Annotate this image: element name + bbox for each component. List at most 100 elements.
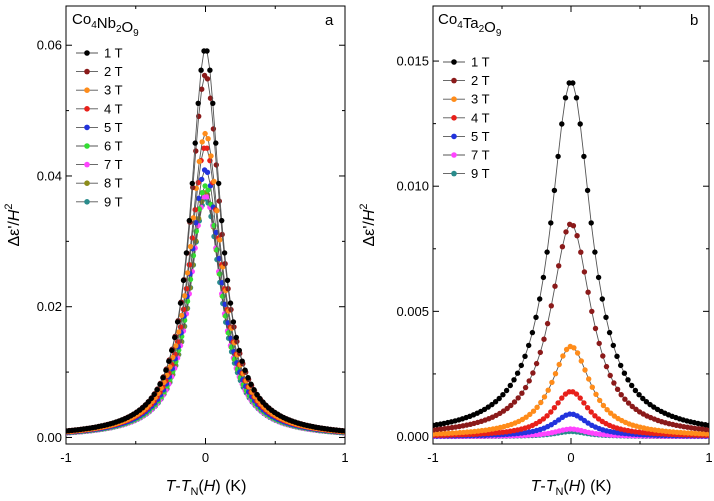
series-line <box>66 192 345 434</box>
data-point <box>603 314 609 320</box>
data-point <box>511 399 518 405</box>
y-tick-label: 0.02 <box>37 299 62 314</box>
data-point <box>570 223 577 229</box>
data-point <box>219 217 225 224</box>
series-group-a <box>66 48 345 436</box>
data-point <box>533 360 540 367</box>
legend-item: 3 T <box>76 83 123 98</box>
data-point <box>251 387 257 393</box>
data-point <box>573 391 580 397</box>
panel-b: -1 0 1 0.000 0.005 0.010 0.015 1 T 2 T 3 T 4 T 5 T… <box>358 5 713 498</box>
data-point <box>559 121 565 127</box>
data-point <box>151 391 157 398</box>
data-point <box>221 250 228 256</box>
data-point <box>593 391 599 397</box>
data-point <box>239 358 245 364</box>
data-point <box>559 244 566 250</box>
legend-marker <box>84 161 90 168</box>
data-point <box>585 289 591 295</box>
data-point <box>248 381 254 387</box>
panel-letter-a: a <box>325 12 334 29</box>
data-point <box>192 207 198 213</box>
data-point <box>160 375 166 381</box>
data-point <box>548 409 554 415</box>
data-point <box>577 395 583 401</box>
data-point <box>245 375 251 381</box>
data-point <box>214 208 220 214</box>
data-point <box>213 140 219 146</box>
data-point <box>574 350 581 356</box>
data-point <box>523 414 529 420</box>
data-point <box>595 274 602 281</box>
data-point <box>199 86 205 92</box>
legend-marker <box>84 199 90 205</box>
data-point <box>208 153 214 159</box>
data-point <box>551 187 558 194</box>
data-point <box>545 387 551 393</box>
data-point <box>530 370 536 376</box>
legend-marker <box>84 68 90 75</box>
data-point <box>544 413 550 419</box>
series-1-t <box>433 80 709 428</box>
data-point <box>588 409 594 415</box>
data-point <box>196 158 202 165</box>
series-body <box>66 48 345 436</box>
data-point <box>186 217 192 224</box>
data-point <box>514 370 521 376</box>
data-point <box>621 370 628 376</box>
data-point <box>534 404 540 410</box>
data-point <box>586 376 592 382</box>
legend-label: 1 T <box>104 46 123 61</box>
data-point <box>592 249 598 255</box>
data-point <box>581 400 587 406</box>
data-point <box>205 187 211 193</box>
data-point <box>560 353 566 359</box>
data-point <box>622 396 628 402</box>
data-point <box>219 231 225 238</box>
data-point <box>205 136 211 142</box>
data-point <box>503 387 510 394</box>
data-point <box>526 378 532 384</box>
data-point <box>242 367 248 373</box>
data-point <box>224 277 231 283</box>
data-point <box>199 176 205 183</box>
data-point <box>199 190 205 196</box>
data-point <box>145 399 151 405</box>
data-point <box>603 363 610 370</box>
x-tick-label: 1 <box>705 450 712 465</box>
legend-marker <box>84 87 90 93</box>
data-point <box>222 261 228 267</box>
data-point <box>342 428 345 434</box>
data-point <box>551 405 558 411</box>
data-point <box>582 367 588 373</box>
data-point <box>610 342 616 349</box>
legend-label: 5 T <box>104 120 123 135</box>
data-point <box>489 401 495 408</box>
x-tick-label: -1 <box>60 450 72 465</box>
data-point <box>180 277 187 283</box>
data-point <box>148 395 154 402</box>
data-point <box>548 303 554 309</box>
data-point <box>187 243 194 250</box>
data-point <box>640 395 646 402</box>
data-point <box>176 329 182 335</box>
data-point <box>707 431 709 437</box>
data-point <box>527 411 533 418</box>
panel-letter-b: b <box>690 12 698 29</box>
data-point <box>192 140 198 146</box>
data-point <box>204 76 211 82</box>
legend-marker <box>451 96 457 102</box>
data-point <box>556 263 562 269</box>
data-point <box>213 162 219 168</box>
data-point <box>199 139 205 145</box>
data-point <box>600 402 607 409</box>
legend-label: 6 T <box>104 139 123 154</box>
ticks-b: -1 0 1 0.000 0.005 0.010 0.015 <box>396 6 713 465</box>
data-point <box>618 362 624 369</box>
legend-item: 9 T <box>76 194 123 209</box>
y-tick-label: 0.00 <box>37 430 62 445</box>
data-point <box>198 67 204 73</box>
data-point <box>154 387 160 393</box>
data-point <box>496 395 502 402</box>
